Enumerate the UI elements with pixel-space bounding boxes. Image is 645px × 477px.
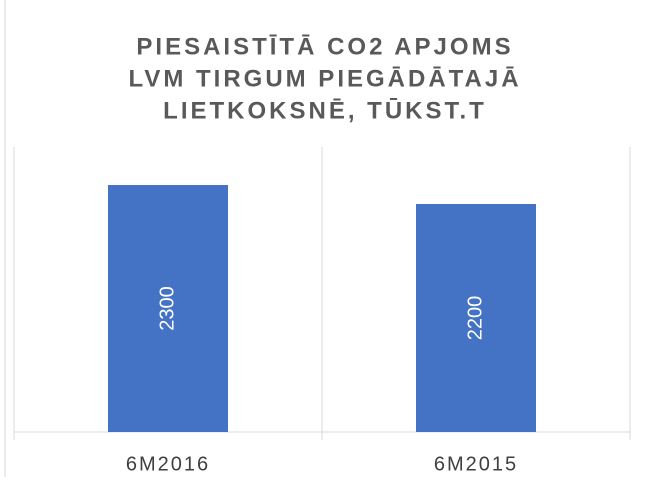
x-tick-label: 6M2015	[434, 453, 518, 475]
chart-title: LVM TIRGUM PIEGĀDĀTAJĀ	[128, 65, 521, 92]
chart-title: PIESAISTĪTĀ CO2 APJOMS	[136, 33, 513, 60]
bar	[108, 185, 228, 432]
data-label: 2300	[156, 286, 178, 331]
chart-title: LIETKOKSNĒ, TŪKST.T	[163, 97, 487, 124]
data-label: 2200	[464, 296, 486, 341]
x-tick-label: 6M2016	[126, 453, 210, 475]
bar	[416, 204, 536, 432]
